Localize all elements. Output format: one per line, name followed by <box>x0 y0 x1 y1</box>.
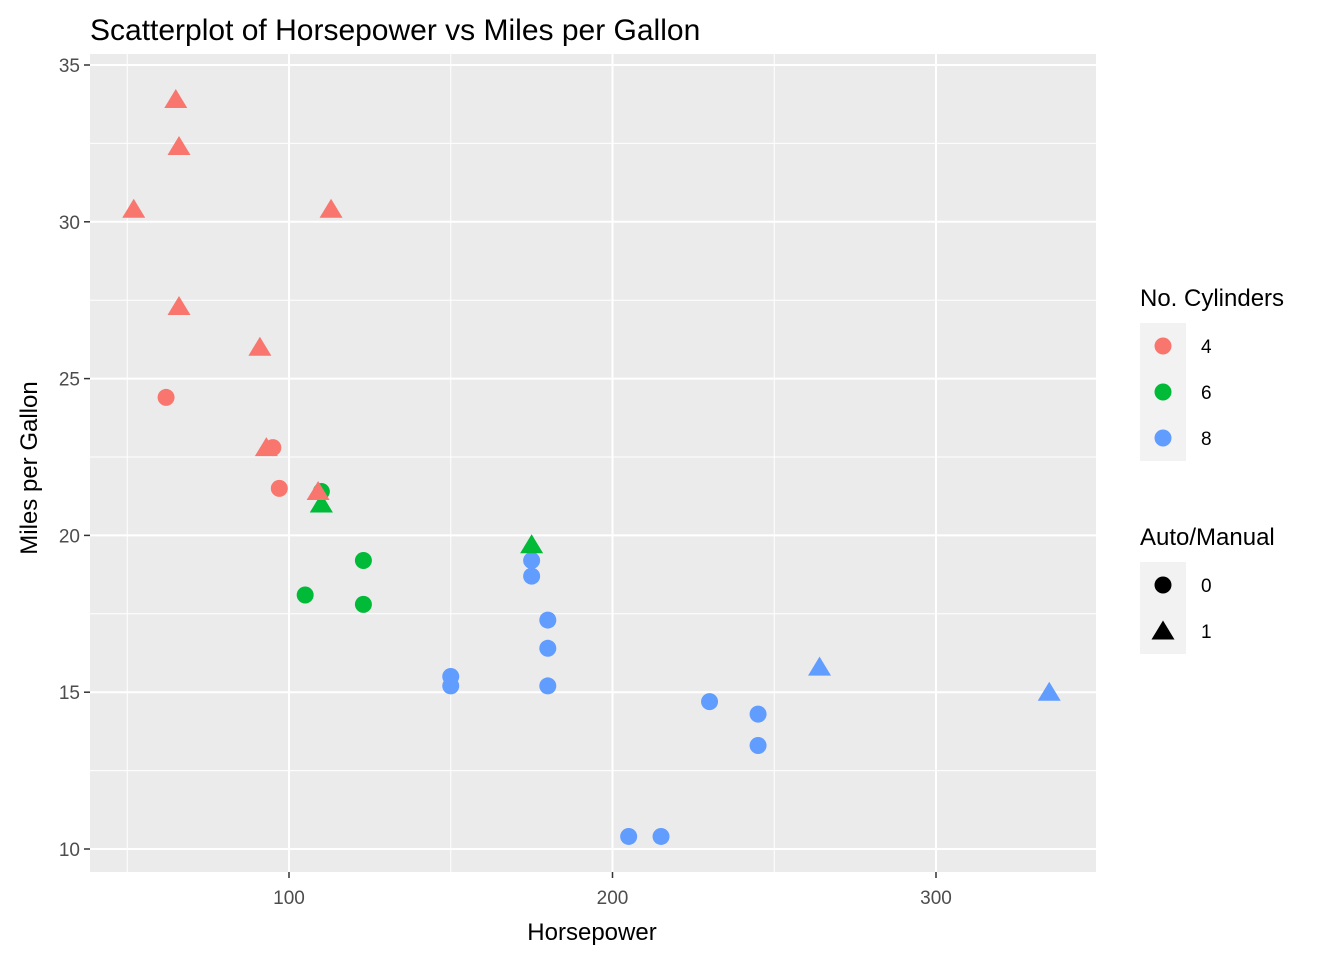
data-point-circle <box>539 639 557 657</box>
data-point-circle <box>523 567 541 585</box>
axes: 100 200 300 10 15 20 25 30 35 <box>59 56 952 909</box>
data-point-circle <box>264 439 282 457</box>
data-point-triangle <box>248 336 272 356</box>
data-point-triangle <box>122 198 146 218</box>
legend-label: 0 <box>1201 576 1212 597</box>
y-tick-label: 30 <box>59 213 80 234</box>
data-point-triangle <box>319 198 343 218</box>
y-tick-label: 15 <box>59 683 80 704</box>
data-point-triangle <box>164 88 188 108</box>
data-point-circle <box>749 705 767 723</box>
chart-title: Scatterplot of Horsepower vs Miles per G… <box>90 14 700 47</box>
legend-symbol-circle <box>1154 576 1172 594</box>
x-tick-label: 300 <box>920 888 952 909</box>
data-point-circle <box>270 479 288 497</box>
legend-title: No. Cylinders <box>1140 285 1284 312</box>
y-tick-label: 10 <box>59 840 80 861</box>
legend: No. Cylinders 4 6 8 Auto/Manual 0 1 <box>1140 285 1284 654</box>
data-point-circle <box>539 611 557 629</box>
legend-label: 1 <box>1201 622 1212 643</box>
data-point-circle <box>701 693 719 711</box>
data-point-triangle <box>808 656 832 676</box>
y-tick-label: 25 <box>59 370 80 391</box>
x-tick-label: 100 <box>273 888 305 909</box>
data-point-triangle <box>520 534 544 554</box>
data-point-circle <box>442 677 460 695</box>
data-point-circle <box>354 551 372 569</box>
x-axis-title: Horsepower <box>527 919 656 946</box>
data-point-circle <box>523 551 541 569</box>
data-point-triangle <box>167 295 191 315</box>
data-point-circle <box>354 595 372 613</box>
legend-label: 6 <box>1201 383 1212 404</box>
major-gridlines <box>90 54 1096 872</box>
data-point-circle <box>296 586 314 604</box>
data-point-circle <box>652 827 670 845</box>
x-tick-label: 200 <box>597 888 629 909</box>
minor-gridlines <box>90 54 1096 872</box>
data-point-triangle <box>306 480 330 500</box>
data-point-circle <box>157 388 175 406</box>
legend-symbol-triangle <box>1151 620 1175 640</box>
legend-symbol-circle <box>1154 429 1172 447</box>
plot-panel <box>90 54 1096 872</box>
data-points <box>122 88 1061 845</box>
y-tick-label: 20 <box>59 526 80 547</box>
legend-symbol-circle <box>1154 337 1172 355</box>
legend-label: 8 <box>1201 429 1212 450</box>
legend-symbol-circle <box>1154 383 1172 401</box>
data-point-triangle <box>167 136 191 156</box>
y-axis-title: Miles per Gallon <box>16 381 43 554</box>
data-point-circle <box>539 677 557 695</box>
data-point-triangle <box>309 493 333 513</box>
data-point-circle <box>620 827 638 845</box>
data-point-circle <box>749 737 767 755</box>
data-point-triangle <box>1037 681 1061 701</box>
y-tick-label: 35 <box>59 56 80 77</box>
legend-title: Auto/Manual <box>1140 524 1275 551</box>
legend-label: 4 <box>1201 337 1212 358</box>
legend-key-background <box>1140 562 1186 654</box>
